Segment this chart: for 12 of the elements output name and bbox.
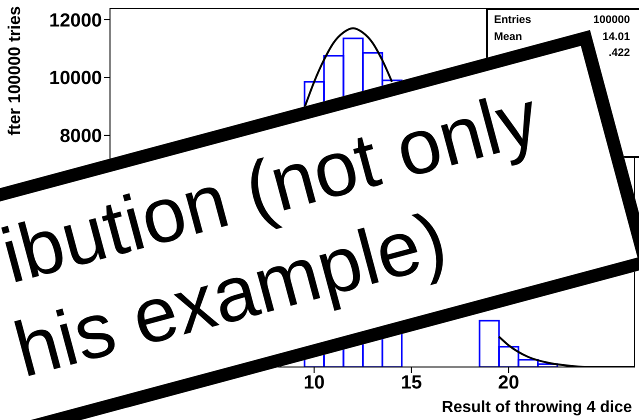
annotation: Entries: [494, 13, 532, 28]
y-tick-label: 12000: [49, 10, 102, 32]
x-axis-title: Result of throwing 4 dice: [442, 399, 632, 416]
x-tick-label: 15: [400, 372, 422, 394]
y-tick-label: 10000: [49, 68, 102, 90]
annotation: 100000: [593, 13, 630, 28]
annotation: 14.01: [602, 30, 630, 44]
x-tick-label: 20: [498, 372, 520, 394]
annotation: .422: [608, 46, 630, 61]
annotation: Mean: [494, 30, 522, 44]
x-tick-label: 10: [304, 372, 325, 394]
y-tick-label: 8000: [60, 126, 102, 148]
